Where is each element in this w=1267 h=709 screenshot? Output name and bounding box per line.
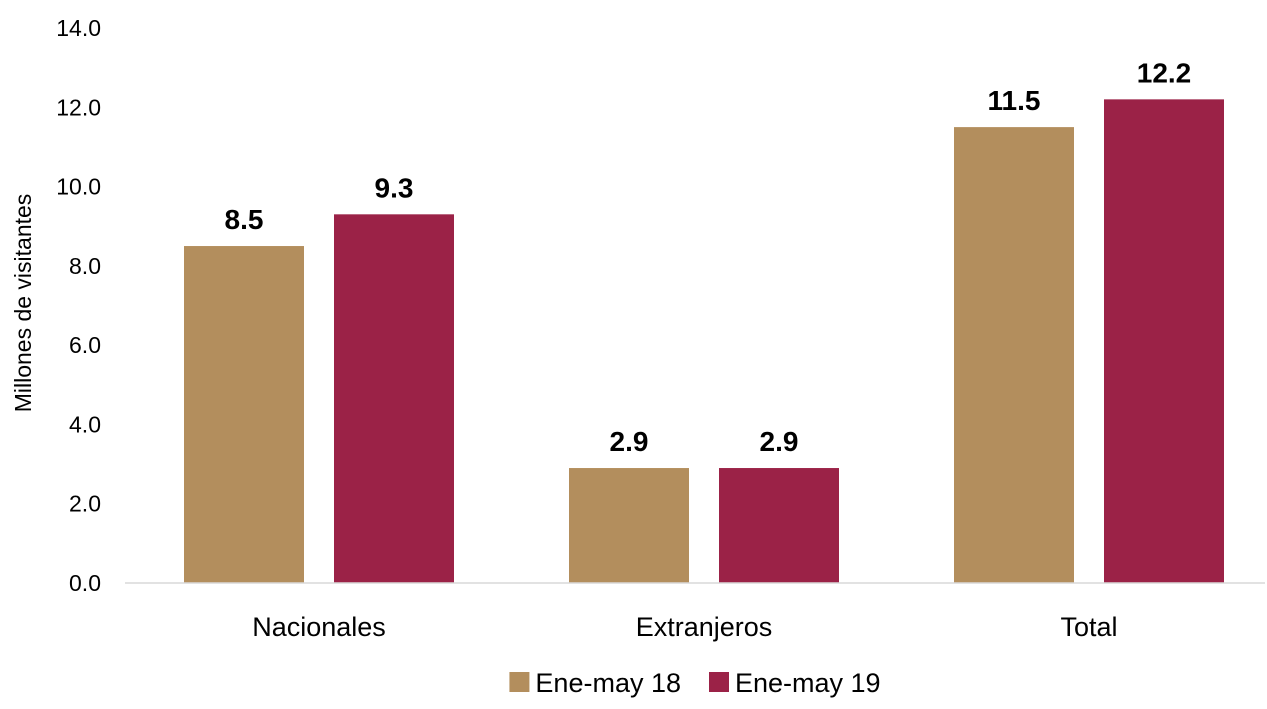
y-tick-label: 10.0: [56, 174, 101, 200]
legend-swatch: [709, 672, 729, 692]
bar: [719, 468, 839, 583]
y-tick-label: 4.0: [69, 411, 101, 437]
y-axis-title: Millones de visitantes: [10, 194, 36, 413]
y-tick-label: 0.0: [69, 570, 101, 596]
y-tick-label: 2.0: [69, 491, 101, 517]
legend-label: Ene-may 19: [735, 668, 881, 698]
data-label: 2.9: [760, 426, 799, 457]
bar: [954, 127, 1074, 583]
y-tick-label: 8.0: [69, 253, 101, 279]
x-axis: Nacionales Extranjeros Total: [125, 582, 1265, 642]
y-axis: 0.0 2.0 4.0 6.0 8.0 10.0 12.0 14.0: [56, 15, 101, 596]
bar: [184, 246, 304, 584]
bar: [334, 214, 454, 584]
x-tick-label: Total: [1060, 612, 1117, 642]
y-tick-label: 6.0: [69, 332, 101, 358]
legend-swatch: [509, 672, 530, 692]
data-label: 8.5: [225, 204, 264, 235]
legend: Ene-may 18 Ene-may 19: [509, 668, 881, 698]
bar: [569, 468, 689, 583]
x-tick-label: Extranjeros: [636, 612, 773, 642]
bar: [1104, 99, 1224, 583]
y-tick-label: 14.0: [56, 15, 101, 41]
bars: [184, 99, 1224, 584]
y-tick-label: 12.0: [56, 94, 101, 120]
data-label: 12.2: [1137, 57, 1192, 88]
data-label: 11.5: [988, 85, 1041, 116]
data-label: 2.9: [610, 426, 649, 457]
x-tick-label: Nacionales: [252, 612, 386, 642]
data-label: 9.3: [375, 172, 414, 203]
legend-label: Ene-may 18: [535, 668, 681, 698]
value-labels: 8.5 9.3 2.9 2.9 11.5 12.2: [225, 57, 1192, 457]
